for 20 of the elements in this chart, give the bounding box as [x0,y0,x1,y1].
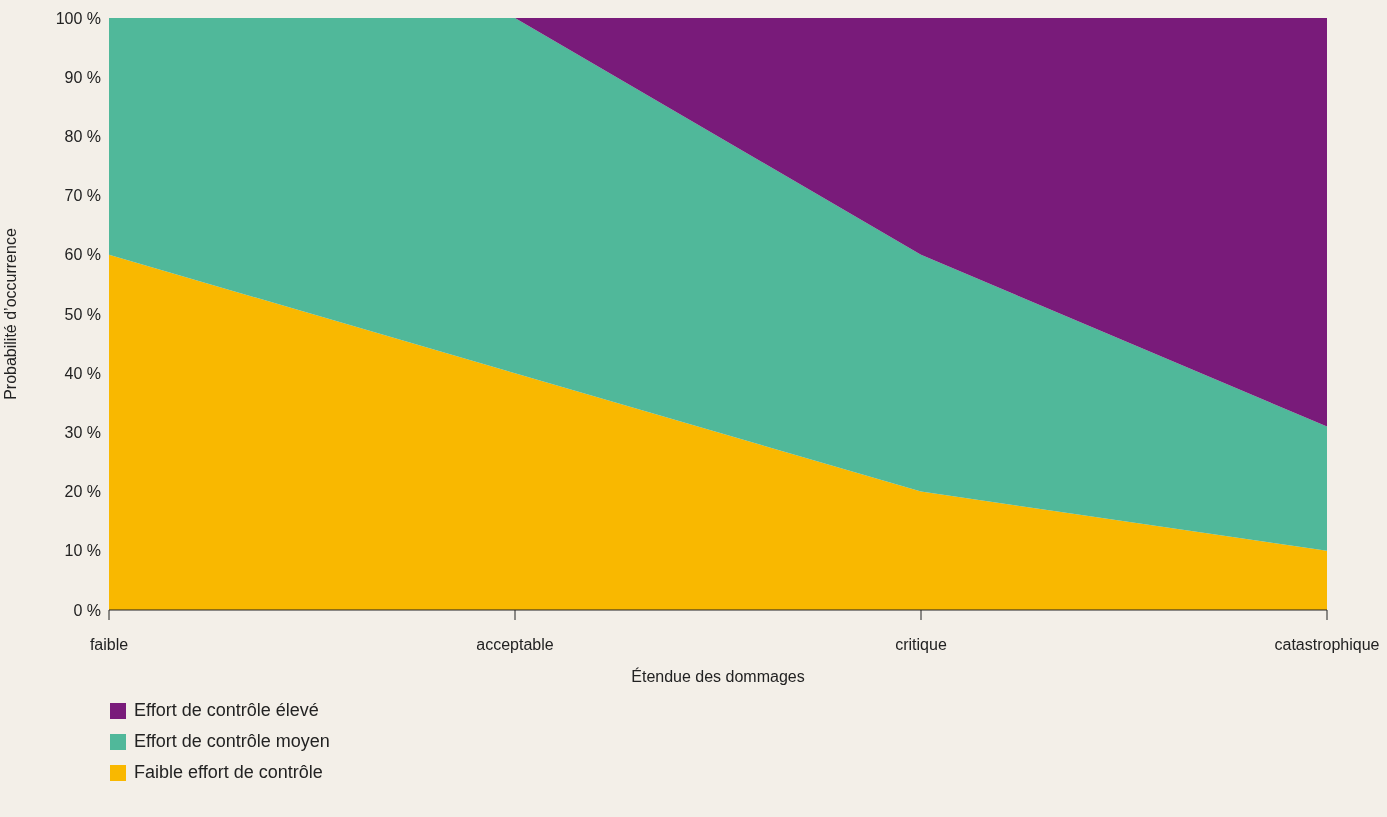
y-tick-label: 30 % [64,424,101,442]
y-tick-label: 80 % [64,128,101,146]
y-tick-label: 60 % [64,246,101,264]
y-tick-label: 90 % [64,68,101,86]
y-tick-label: 100 % [55,9,101,27]
y-axis-title: Probabilité d’occurrence [1,228,19,400]
y-tick-label: 0 % [73,601,101,619]
x-tick-label: faible [89,636,129,653]
y-tick-label: 10 % [64,542,101,560]
legend-label: Effort de contrôle élevé [134,700,319,721]
y-tick-label: 40 % [64,364,101,382]
legend-label: Faible effort de contrôle [134,762,323,783]
x-axis-title: Étendue des dommages [631,667,805,685]
x-tick-label: acceptable [476,636,554,653]
x-tick-label: catastrophique [1274,636,1380,653]
y-tick-label: 20 % [64,483,101,501]
y-tick-label: 70 % [64,187,101,205]
x-tick-label: critique [895,636,947,653]
legend-label: Effort de contrôle moyen [134,731,330,752]
y-tick-label: 50 % [64,305,101,323]
